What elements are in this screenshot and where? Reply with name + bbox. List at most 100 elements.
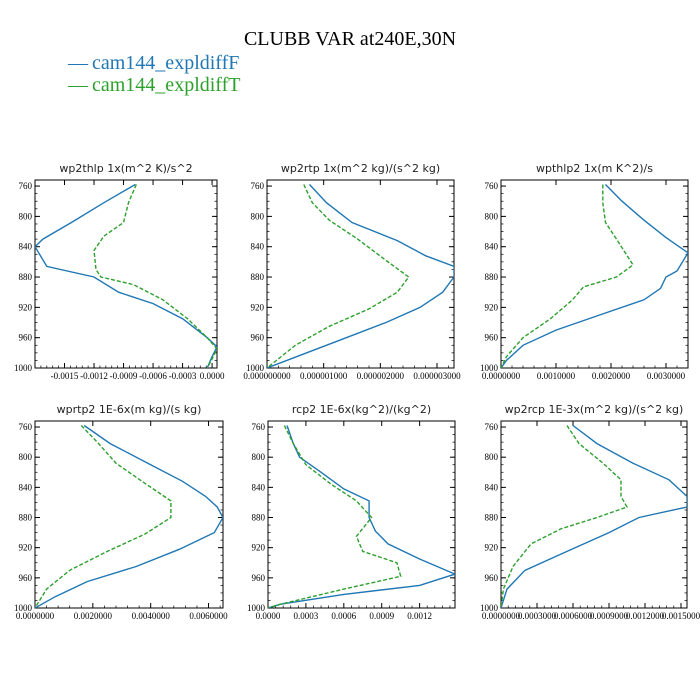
ytick-label-3-5: 960 (19, 573, 33, 583)
xtick-label-5-5: 0.0015000 (662, 611, 700, 621)
xtick-label-3-1: 0.0020000 (74, 611, 113, 621)
subplot-title-0: wp2thlp 1x(m^2 K)/s^2 (59, 162, 192, 175)
legend-dash-icon-0: — (68, 52, 88, 74)
xtick-label-5-4: 0.0012000 (626, 611, 665, 621)
ytick-label-3-2: 840 (19, 482, 33, 492)
series-line-1-0 (267, 184, 454, 368)
xtick-label-0-3: -0.0006 (139, 371, 167, 381)
subplot-title-3: wprtp2 1E-6x(m kg)/(s kg) (57, 403, 202, 416)
xtick-label-0-1: -0.0012 (80, 371, 108, 381)
ytick-label-2-3: 880 (485, 272, 499, 282)
xtick-label-0-2: -0.0009 (110, 371, 138, 381)
subplot-1: wp2rtp 1x(m^2 kg)/(s^2 kg) 760 800 840 880 92… (243, 162, 461, 381)
subplot-title-1: wp2rtp 1x(m^2 kg)/(s^2 kg) (281, 162, 440, 175)
ytick-label-1-5: 960 (251, 333, 265, 343)
xtick-label-5-1: 0.0003000 (518, 611, 557, 621)
ytick-label-5-4: 920 (485, 543, 499, 553)
xtick-label-1-3: 0.000003000 (413, 371, 461, 381)
xtick-label-4-1: 0.0003 (294, 611, 319, 621)
ytick-label-5-3: 880 (485, 513, 499, 523)
subplot-0: wp2thlp 1x(m^2 K)/s^2 760 800 840 880 920 960 1… (14, 162, 225, 381)
xtick-label-2-3: 0.0030000 (647, 371, 686, 381)
xtick-label-1-1: 0.000001000 (300, 371, 348, 381)
series-line-4-1 (268, 425, 402, 608)
ytick-label-5-5: 960 (485, 573, 499, 583)
ytick-label-4-6: 1000 (247, 603, 266, 613)
legend: — cam144_expldiffF — cam144_expldiffT (68, 52, 240, 96)
subplot-title-4: rcp2 1E-6x(kg^2)/(kg^2) (292, 403, 431, 416)
ytick-label-1-1: 800 (251, 211, 265, 221)
ytick-label-0-3: 880 (19, 272, 33, 282)
ytick-label-0-1: 800 (19, 211, 33, 221)
legend-label-0: cam144_expldiffF (92, 52, 240, 74)
ytick-label-3-6: 1000 (14, 603, 33, 613)
ytick-label-0-2: 840 (19, 242, 33, 252)
ytick-label-4-3: 880 (252, 513, 266, 523)
axes-frame-3 (34, 420, 224, 609)
series-line-2-1 (501, 184, 634, 368)
axes-frame-2 (500, 179, 689, 369)
ytick-label-0-0: 760 (19, 181, 33, 191)
series-line-5-1 (501, 425, 629, 608)
axes-frame-5 (500, 420, 688, 609)
ytick-label-0-6: 1000 (14, 363, 33, 373)
ytick-label-5-6: 1000 (480, 603, 499, 613)
xtick-label-3-0: 0.0000000 (16, 611, 55, 621)
xtick-label-2-1: 0.0010000 (537, 371, 576, 381)
xtick-label-5-2: 0.0006000 (554, 611, 593, 621)
xtick-label-4-0: 0.0000 (256, 611, 281, 621)
ytick-label-3-4: 920 (19, 543, 33, 553)
xtick-label-2-2: 0.0020000 (592, 371, 631, 381)
ytick-label-0-4: 920 (19, 302, 33, 312)
figure-title: CLUBB VAR at240E,30N (243, 28, 457, 50)
xtick-label-4-3: 0.0009 (369, 611, 394, 621)
subplot-title-2: wpthlp2 1x(m K^2)/s (536, 162, 653, 175)
ytick-label-2-6: 1000 (480, 363, 499, 373)
legend-item-1: — cam144_expldiffT (68, 74, 240, 96)
axes-frame-4 (267, 420, 456, 609)
ytick-label-2-5: 960 (485, 333, 499, 343)
xtick-label-3-2: 0.0040000 (132, 611, 171, 621)
xtick-label-0-4: -0.0003 (169, 371, 197, 381)
ytick-label-4-2: 840 (252, 482, 266, 492)
xtick-label-0-5: 0.0000 (200, 371, 225, 381)
ytick-label-5-0: 760 (485, 422, 499, 432)
xtick-label-1-2: 0.000002000 (357, 371, 405, 381)
ytick-label-2-1: 800 (485, 211, 499, 221)
ytick-label-2-2: 840 (485, 242, 499, 252)
axes-frame-0 (34, 179, 218, 369)
ytick-label-4-5: 960 (252, 573, 266, 583)
ytick-label-2-4: 920 (485, 302, 499, 312)
axes-frame-1 (266, 179, 455, 369)
xtick-label-2-0: 0.0000000 (482, 371, 521, 381)
xtick-label-5-3: 0.0009000 (590, 611, 629, 621)
legend-item-0: — cam144_expldiffF (68, 52, 240, 74)
ytick-label-5-1: 800 (485, 452, 499, 462)
xtick-label-4-4: 0.0012 (407, 611, 432, 621)
ytick-label-3-0: 760 (19, 422, 33, 432)
xtick-label-5-0: 0.0000000 (482, 611, 521, 621)
ytick-label-4-1: 800 (252, 452, 266, 462)
series-line-3-1 (35, 425, 172, 608)
subplot-title-5: wp2rcp 1E-3x(m^2 kg)/(s^2 kg) (505, 403, 684, 416)
series-line-5-0 (501, 424, 687, 608)
series-line-0-1 (93, 184, 217, 368)
legend-label-1: cam144_expldiffT (92, 74, 241, 96)
ytick-label-1-0: 760 (251, 181, 265, 191)
legend-dash-icon-1: — (68, 74, 88, 96)
ytick-label-1-3: 880 (251, 272, 265, 282)
series-line-3-0 (35, 424, 223, 608)
ytick-label-4-0: 760 (252, 422, 266, 432)
ytick-label-1-6: 1000 (246, 363, 265, 373)
xtick-label-4-2: 0.0006 (331, 611, 356, 621)
ytick-label-0-5: 960 (19, 333, 33, 343)
ytick-label-1-2: 840 (251, 242, 265, 252)
ytick-label-5-2: 840 (485, 482, 499, 492)
ytick-label-3-1: 800 (19, 452, 33, 462)
subplot-5: wp2rcp 1E-3x(m^2 kg)/(s^2 kg) 760 800 840 88… (480, 403, 700, 621)
xtick-label-0-0: -0.0015 (51, 371, 79, 381)
ytick-label-1-4: 920 (251, 302, 265, 312)
series-line-2-0 (501, 184, 688, 368)
